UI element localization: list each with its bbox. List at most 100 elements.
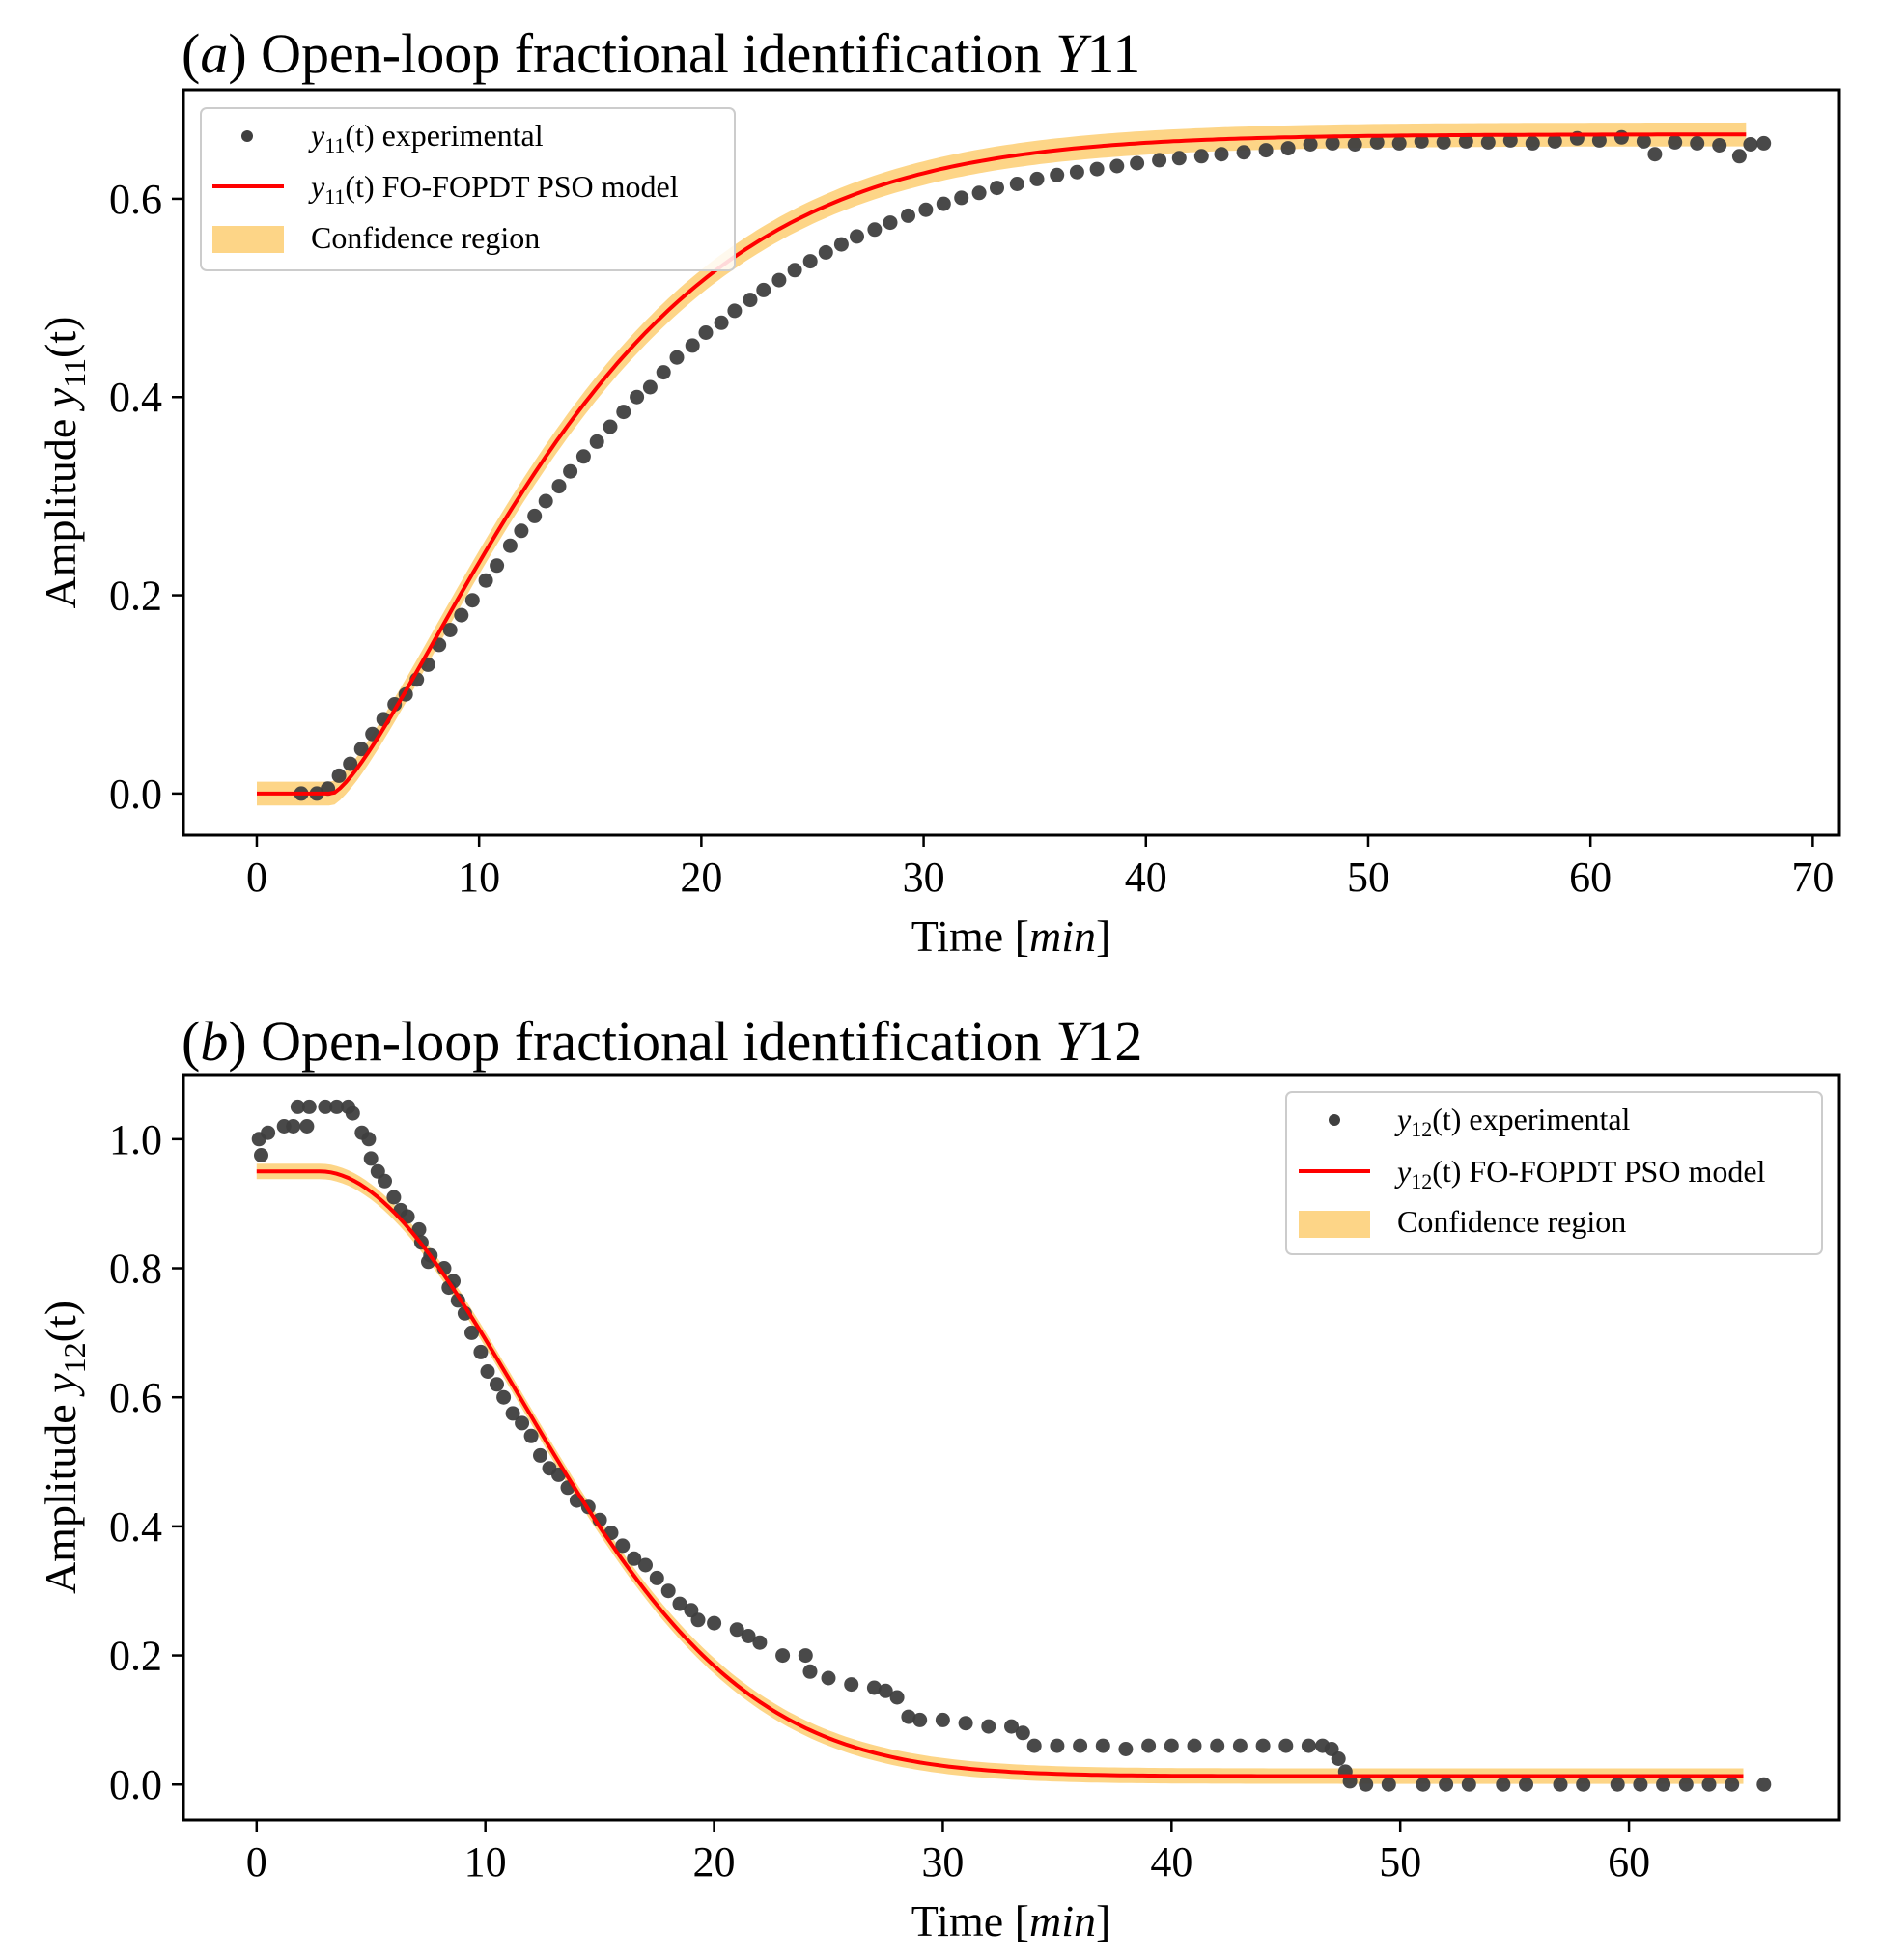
chart-a-experimental-point: [502, 538, 518, 553]
chart-b-legend-patch-confidence: [1299, 1211, 1370, 1238]
chart-a-experimental-point: [850, 229, 864, 244]
chart-b-y-tick-label: 1.0: [109, 1116, 162, 1163]
chart-b-model-line: [256, 1169, 1744, 1778]
chart-b-experimental-point: [1073, 1738, 1088, 1753]
chart-a-experimental-point: [936, 196, 951, 211]
chart-a-x-axis-label: Time [min]: [911, 911, 1111, 961]
chart-b-x-tick-label: 50: [1379, 1838, 1421, 1886]
chart-a-plot-area: [257, 122, 1772, 806]
chart-a-experimental-point: [490, 558, 505, 574]
chart-a-legend: y11(t) experimental y11(t) FO-FOPDT PSO …: [200, 107, 736, 271]
chart-b-x-tick-label: 10: [464, 1838, 507, 1886]
chart-b-experimental-point: [638, 1557, 653, 1573]
chart-panel-b: (b) Open-loop fractional identification …: [36, 1010, 1841, 1946]
chart-b-experimental-point: [844, 1677, 859, 1693]
chart-b-experimental-point: [1050, 1738, 1065, 1753]
chart-b-experimental-point: [1381, 1777, 1396, 1792]
chart-a-experimental-point: [1668, 134, 1683, 150]
chart-a-experimental-point: [1303, 137, 1318, 152]
chart-b-experimental-point: [1610, 1777, 1625, 1792]
chart-a-experimental-point: [551, 479, 567, 494]
chart-b-experimental-point: [1756, 1777, 1772, 1792]
chart-b-experimental-point: [741, 1629, 756, 1643]
chart-a-experimental-point: [971, 185, 987, 201]
chart-a-y-tick-label: 0.2: [109, 573, 162, 620]
chart-a-x-tick-label: 30: [903, 854, 945, 901]
chart-b-experimental-point: [901, 1709, 916, 1724]
chart-a-experimental-point: [1258, 143, 1274, 158]
chart-b-experimental-point: [1141, 1738, 1157, 1753]
chart-b-experimental-point: [1015, 1725, 1030, 1741]
chart-a-experimental-point: [1325, 135, 1340, 151]
chart-a-y-axis-label: Amplitude y11(t): [36, 317, 92, 609]
chart-b-experimental-point: [1359, 1777, 1374, 1792]
chart-b-experimental-point: [1331, 1751, 1346, 1766]
chart-a-experimental-point: [1414, 133, 1429, 149]
chart-a-experimental-point: [538, 493, 553, 509]
chart-a-experimental-point: [756, 282, 771, 297]
chart-a-experimental-point: [883, 215, 898, 231]
chart-b-experimental-point: [1164, 1738, 1179, 1753]
chart-b-y-tick-label: 0.2: [109, 1633, 162, 1680]
chart-a-x-tick-label: 20: [680, 854, 722, 901]
chart-b-y-ticks: 0.0 0.2 0.4 0.6 0.8 1.0: [109, 1116, 183, 1808]
chart-a-experimental-point: [1109, 158, 1125, 174]
chart-a-experimental-point: [589, 434, 604, 449]
chart-b-y-axis-label: Amplitude y12(t): [36, 1301, 92, 1594]
chart-b-experimental-point: [798, 1648, 813, 1664]
chart-a-experimental-point: [1525, 135, 1540, 151]
chart-b-legend-box: [1285, 1091, 1823, 1255]
chart-b-experimental-point: [441, 1280, 457, 1296]
chart-b-experimental-point: [261, 1125, 276, 1140]
chart-a-experimental-point: [901, 208, 915, 223]
chart-a-experimental-point: [833, 237, 849, 252]
chart-a-experimental-point: [727, 303, 743, 319]
chart-a-experimental-point: [527, 508, 543, 523]
chart-b-title: (b) Open-loop fractional identification …: [182, 1010, 1142, 1073]
chart-a-legend-box: [200, 107, 736, 271]
chart-a-x-tick-label: 40: [1125, 854, 1167, 901]
chart-a-experimental-point: [1458, 133, 1473, 149]
chart-b-experimental-point: [361, 1132, 377, 1147]
chart-a-experimental-point: [630, 389, 645, 405]
chart-b-experimental-point: [301, 1099, 317, 1114]
chart-a-legend-label-confidence: Confidence region: [311, 220, 540, 255]
chart-b-experimental-point: [775, 1648, 791, 1664]
chart-b-experimental-point: [1576, 1777, 1591, 1792]
chart-a-x-tick-label: 0: [246, 854, 267, 901]
chart-b-experimental-point: [299, 1119, 315, 1134]
chart-a-experimental-point: [1347, 137, 1362, 152]
chart-b-y-tick-label: 0.0: [109, 1761, 162, 1808]
chart-b-experimental-point: [1519, 1777, 1533, 1792]
chart-a-experimental-point: [1171, 151, 1187, 166]
chart-b-experimental-point: [1301, 1738, 1316, 1753]
chart-a-experimental-point: [685, 338, 700, 353]
chart-a-experimental-point: [669, 350, 685, 365]
chart-a-y-tick-label: 0.0: [109, 770, 162, 818]
chart-b-experimental-point: [1461, 1777, 1476, 1792]
chart-a-experimental-point: [1193, 149, 1209, 164]
chart-b-x-tick-label: 30: [921, 1838, 964, 1886]
chart-a-experimental-point: [343, 756, 358, 771]
chart-b-y-tick-label: 0.6: [109, 1374, 162, 1421]
chart-a-experimental-point: [1613, 129, 1629, 145]
chart-b-experimental-point: [707, 1615, 722, 1631]
chart-b-confidence-region: [256, 1163, 1744, 1784]
chart-b-experimental-point: [1004, 1719, 1019, 1734]
chart-b-experimental-point: [802, 1664, 818, 1679]
chart-a-x-tick-label: 70: [1791, 854, 1834, 901]
chart-b-experimental-point: [1095, 1738, 1110, 1753]
chart-a-experimental-point: [1236, 145, 1251, 160]
chart-b-x-tick-label: 20: [693, 1838, 736, 1886]
chart-a-experimental-point: [1280, 141, 1296, 156]
chart-a-experimental-point: [802, 254, 818, 269]
chart-a-title: (a) Open-loop fractional identification …: [182, 22, 1140, 85]
chart-a-legend-marker-experimental: [241, 130, 253, 142]
chart-b-frame: [182, 1073, 1841, 1822]
chart-b-experimental-point: [1656, 1777, 1671, 1792]
chart-b-experimental-point: [660, 1583, 676, 1599]
chart-a-x-tick-label: 60: [1569, 854, 1612, 901]
chart-b-experimental-point: [672, 1596, 687, 1611]
chart-a-experimental-point: [454, 607, 469, 623]
chart-a-experimental-point: [698, 325, 714, 340]
